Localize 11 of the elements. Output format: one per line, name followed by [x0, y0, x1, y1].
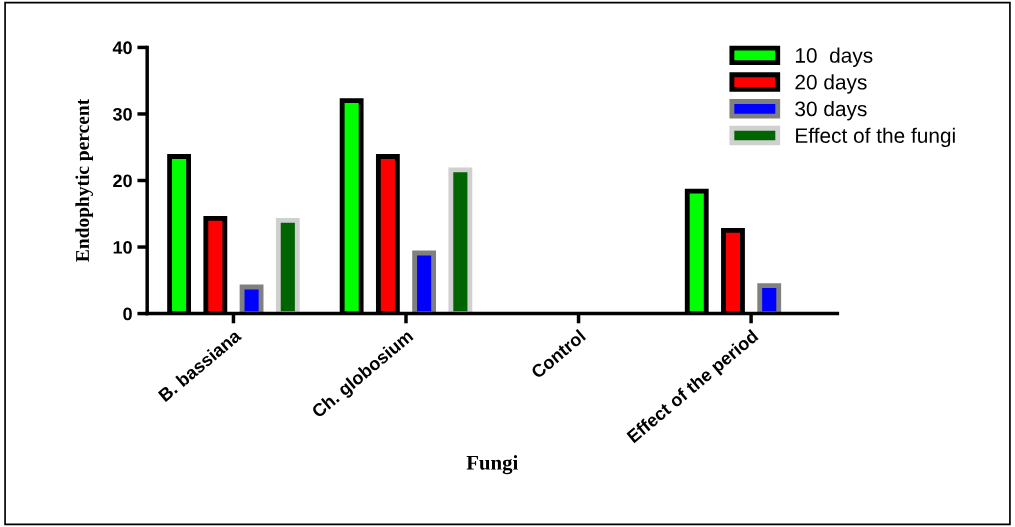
y-tick-label: 40 [112, 41, 132, 55]
y-tick-label: 0 [123, 307, 132, 321]
x-axis-title: Fungi [466, 455, 519, 475]
y-tick-label: 20 [113, 174, 132, 188]
legend-label: 30 days [795, 100, 867, 121]
y-tick-label: 30 [112, 107, 132, 121]
y-axis-title: Endophytic percent [75, 98, 94, 262]
legend-label: Effect of the fungi [796, 127, 955, 148]
y-tick-label: 10 [113, 240, 132, 254]
legend-label: 10 days [795, 47, 873, 67]
legend-label: 20 days [795, 74, 867, 94]
